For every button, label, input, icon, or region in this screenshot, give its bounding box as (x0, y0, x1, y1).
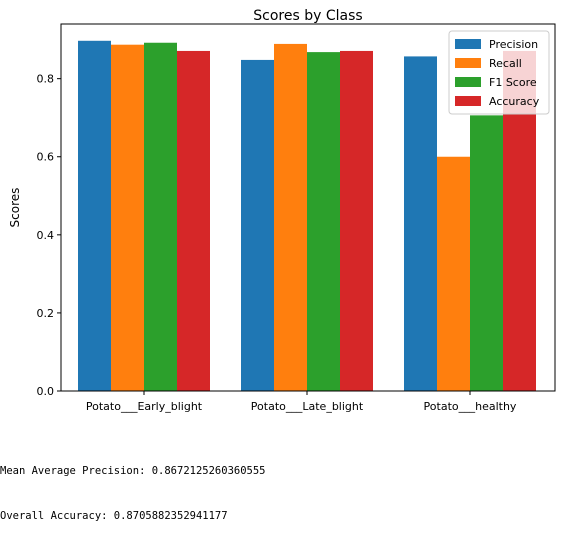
bar-chart: 0.00.20.40.60.8 Potato___Early_blight Pot… (0, 0, 581, 430)
x-axis: Potato___Early_blight Potato___Late_bligh… (86, 391, 517, 413)
legend-label-precision: Precision (489, 38, 538, 51)
bar-accuracy-2 (340, 51, 373, 391)
bar-f1-score-3 (470, 115, 503, 391)
bar-precision-2 (241, 60, 274, 391)
overall-accuracy-line: Overall Accuracy: 0.8705882352941177 (0, 509, 581, 524)
y-axis: 0.0 0.2 0.4 0.6 0.8 (37, 73, 62, 398)
chart-legend: Precision Recall F1 Score Accuracy (449, 31, 549, 114)
legend-swatch-precision (455, 39, 481, 49)
y-tick-label: 0.2 (37, 307, 55, 320)
bar-recall-1 (111, 45, 144, 391)
bar-f1-score-1 (144, 43, 177, 391)
bar-recall-3 (437, 157, 470, 391)
bar-precision-1 (78, 41, 111, 391)
chart-figure: 0.0 0.2 0.4 0.6 0.8 Potato___Early_blight Pot… (0, 0, 581, 430)
x-tick-label: Potato___Early_blight (86, 400, 203, 413)
y-tick-label: 0.6 (37, 151, 55, 164)
legend-swatch-accuracy (455, 96, 481, 106)
legend-swatch-f1-score (455, 77, 481, 87)
y-tick-label: 0.4 (37, 229, 55, 242)
legend-label-f1-score: F1 Score (489, 76, 537, 89)
bar-precision-3 (404, 56, 437, 391)
bar-f1-score-2 (307, 52, 340, 391)
x-tick-label: Potato___healthy (424, 400, 517, 413)
legend-swatch-recall (455, 58, 481, 68)
mean-average-precision-line: Mean Average Precision: 0.86721252603605… (0, 464, 581, 479)
bar-recall-2 (274, 44, 307, 391)
y-tick-label: 0.0 (37, 385, 55, 398)
legend-label-recall: Recall (489, 57, 522, 70)
chart-title: Scores by Class (253, 8, 362, 24)
y-tick-label: 0.8 (37, 73, 55, 86)
x-tick-label: Potato___Late_blight (251, 400, 364, 413)
legend-label-accuracy: Accuracy (489, 95, 540, 108)
cell-output: Mean Average Precision: 0.86721252603605… (0, 434, 581, 539)
y-axis-label: Scores (8, 188, 22, 228)
bar-accuracy-1 (177, 51, 210, 391)
